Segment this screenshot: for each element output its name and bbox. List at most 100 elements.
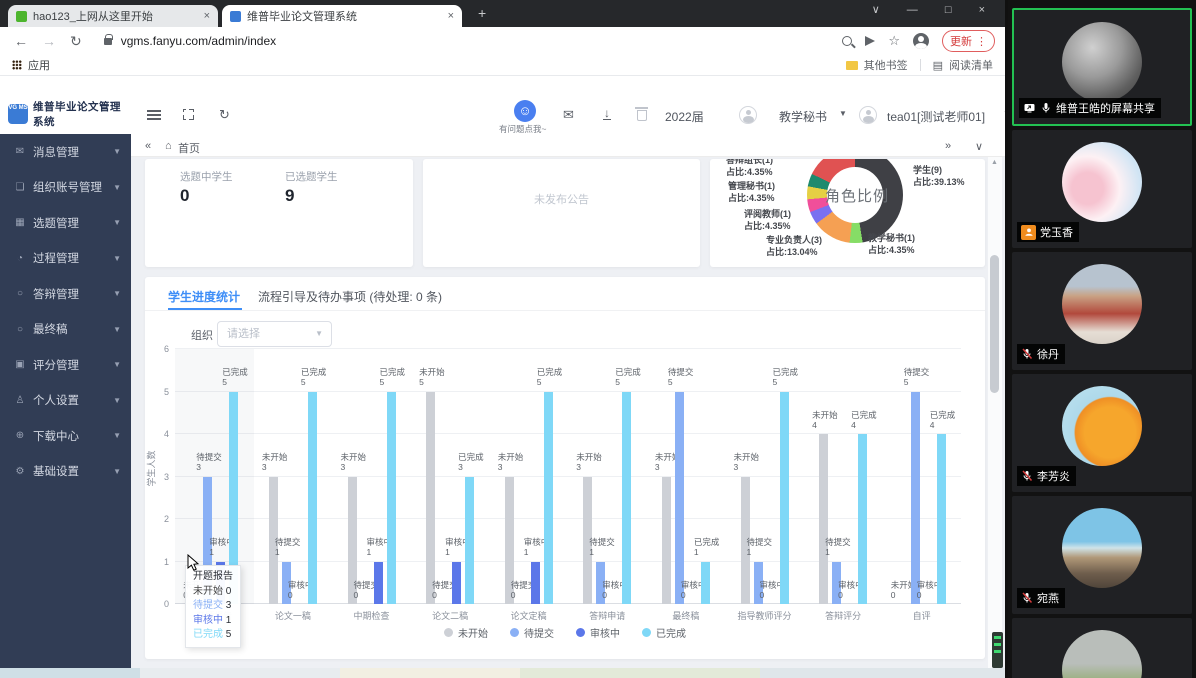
tab-student-progress[interactable]: 学生进度统计 [168, 290, 241, 304]
tab-close-icon[interactable]: × [447, 10, 454, 22]
tab-close-icon[interactable]: × [203, 10, 210, 22]
bar-审核中-中期检查[interactable] [373, 561, 383, 604]
video-tile-宛燕[interactable]: 宛燕 [1012, 496, 1192, 614]
legend-item-已完成[interactable]: 已完成 [642, 625, 686, 640]
chevron-down-icon[interactable]: ▼ [1003, 109, 1005, 118]
bar-未开始-论文一稿[interactable] [268, 476, 278, 604]
zoom-icon[interactable] [842, 36, 853, 46]
sidebar-item-评分管理[interactable]: ▣ 评分管理 ▼ [0, 347, 131, 383]
collapse-right-icon[interactable]: » [945, 140, 952, 152]
pie-slice-label: 专业负责人(3) 占比:13.04% [766, 235, 822, 257]
browser-tab-hao123[interactable]: hao123_上网从这里开始 × [8, 5, 218, 27]
apps-grid-icon[interactable] [12, 60, 22, 70]
tab-workflow-todo[interactable]: 流程引导及待办事项 (待处理: 0 条) [258, 290, 443, 304]
bar-value-label: 未开始 3 [340, 452, 367, 473]
bar-已完成-论文二稿[interactable] [465, 476, 475, 604]
other-bookmarks[interactable]: 其他书签 [863, 60, 908, 72]
bar-未开始-论文二稿[interactable] [426, 391, 436, 604]
fullscreen-icon[interactable] [181, 107, 194, 120]
mail-icon[interactable]: ✉ [563, 107, 574, 122]
bar-待提交-最终稿[interactable] [674, 391, 684, 604]
scroll-up-icon[interactable]: ▲ [991, 159, 998, 166]
breadcrumb-home-tab[interactable]: 首页 [178, 143, 200, 155]
bar-已完成-自评[interactable] [936, 434, 946, 604]
bar-待提交-自评[interactable] [910, 391, 920, 604]
download-icon[interactable]: ↓ [603, 106, 611, 120]
help-chat-icon[interactable]: ☺ [514, 100, 536, 122]
sidebar-item-过程管理[interactable]: ◔ 过程管理 ▼ [0, 241, 131, 277]
forward-icon[interactable]: → [42, 33, 56, 49]
bar-未开始-答辩申请[interactable] [583, 476, 593, 604]
kebab-menu-icon[interactable]: ⋮ [976, 35, 987, 48]
sidebar-item-组织账号管理[interactable]: ❏ 组织账号管理 ▼ [0, 170, 131, 206]
address-bar[interactable]: vgms.fanyu.com/admin/index [120, 34, 277, 48]
bar-待提交-指导教师评分[interactable] [753, 561, 763, 604]
bar-待提交-答辩申请[interactable] [596, 561, 606, 604]
sidebar-item-个人设置[interactable]: ♙ 个人设置 ▼ [0, 383, 131, 419]
bar-已完成-论文定稿[interactable] [543, 391, 553, 604]
bar-value-label: 未开始 3 [576, 452, 602, 473]
bar-已完成-答辩评分[interactable] [858, 434, 868, 604]
trash-icon[interactable] [635, 107, 648, 121]
update-button[interactable]: 更新 ⋮ [942, 30, 995, 52]
bar-待提交-答辩评分[interactable] [832, 561, 842, 604]
menu-toggle-icon[interactable] [147, 110, 161, 120]
sidebar-item-消息管理[interactable]: ✉ 消息管理 ▼ [0, 134, 131, 170]
bar-value-label: 待提交 5 [667, 367, 694, 388]
bar-已完成-最终稿[interactable] [700, 561, 710, 604]
bar-未开始-答辩评分[interactable] [819, 434, 829, 604]
legend-item-未开始[interactable]: 未开始 [444, 625, 488, 640]
bar-未开始-中期检查[interactable] [347, 476, 357, 604]
window-controls[interactable]: ∨ — □ × [871, 4, 997, 16]
sidebar-item-最终稿[interactable]: ○ 最终稿 ▼ [0, 312, 131, 348]
send-icon[interactable] [865, 36, 876, 46]
reading-list[interactable]: 阅读清单 [949, 60, 993, 72]
bar-已完成-开题报告[interactable] [229, 391, 239, 604]
bar-value-label: 未开始 4 [812, 409, 838, 430]
refresh-icon[interactable]: ↻ [219, 107, 230, 122]
bar-未开始-论文定稿[interactable] [504, 476, 514, 604]
video-tile-维普王皓的屏幕共享[interactable]: 维普王皓的屏幕共享 [1012, 8, 1192, 126]
back-icon[interactable]: ← [14, 33, 28, 49]
bar-未开始-最终稿[interactable] [661, 476, 671, 604]
collapse-left-icon[interactable]: « [145, 140, 152, 152]
bar-已完成-指导教师评分[interactable] [779, 391, 789, 604]
new-tab-button[interactable]: + [478, 5, 487, 21]
chevron-down-icon[interactable]: ▼ [839, 109, 847, 118]
collapse-down-icon[interactable]: ∨ [975, 141, 984, 153]
sidebar-item-label: 消息管理 [33, 146, 79, 159]
bar-已完成-论文一稿[interactable] [307, 391, 317, 604]
bar-审核中-论文二稿[interactable] [452, 561, 462, 604]
sidebar-item-选题管理[interactable]: ▦ 选题管理 ▼ [0, 205, 131, 241]
browser-tab-vgms[interactable]: 维普毕业论文管理系统 × [222, 5, 462, 27]
update-label: 更新 [950, 36, 972, 48]
page-scrollbar[interactable]: ▲ [988, 157, 1002, 668]
bar-已完成-答辩申请[interactable] [622, 391, 632, 604]
bar-待提交-论文一稿[interactable] [281, 561, 291, 604]
reload-icon[interactable]: ↻ [70, 32, 82, 49]
video-tile-李芳炎[interactable]: 李芳炎 [1012, 374, 1192, 492]
widget-scrollbar[interactable] [992, 632, 1003, 668]
legend-item-审核中[interactable]: 审核中 [576, 625, 620, 640]
user-selector[interactable]: tea01[测试老师01] [887, 110, 986, 124]
sidebar-item-答辩管理[interactable]: ○ 答辩管理 ▼ [0, 276, 131, 312]
role-selector[interactable]: 教学秘书 [779, 110, 828, 124]
video-tile-徐丹[interactable]: 徐丹 [1012, 252, 1192, 370]
year-selector[interactable]: 2022届 [665, 110, 704, 124]
bar-未开始-指导教师评分[interactable] [740, 476, 750, 604]
video-tile-participant[interactable] [1012, 618, 1192, 678]
bar-已完成-中期检查[interactable] [386, 391, 396, 604]
org-select[interactable]: 请选择 ▼ [217, 321, 332, 347]
bar-待提交-开题报告[interactable] [203, 476, 213, 604]
scrollbar-thumb[interactable] [990, 255, 999, 393]
bar-value-label: 待提交 0 [510, 579, 537, 600]
sidebar-item-下载中心[interactable]: ⊕ 下载中心 ▼ [0, 418, 131, 454]
sidebar-item-基础设置[interactable]: ⚙ 基础设置 ▼ [0, 454, 131, 490]
legend-item-待提交[interactable]: 待提交 [510, 625, 554, 640]
bookmark-star-icon[interactable]: ☆ [888, 33, 900, 48]
profile-icon[interactable] [913, 33, 929, 49]
apps-label[interactable]: 应用 [28, 60, 50, 72]
bar-value-label: 待提交 0 [353, 579, 380, 600]
video-tile-党玉香[interactable]: 党玉香 [1012, 130, 1192, 248]
bar-审核中-论文定稿[interactable] [530, 561, 540, 604]
